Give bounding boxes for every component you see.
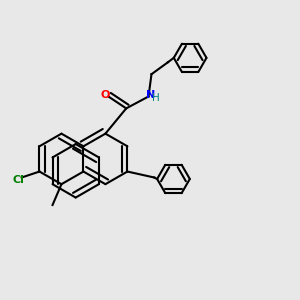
Text: H: H — [152, 93, 160, 103]
Text: N: N — [146, 90, 155, 100]
Text: Cl: Cl — [12, 175, 24, 185]
Text: O: O — [100, 90, 110, 100]
